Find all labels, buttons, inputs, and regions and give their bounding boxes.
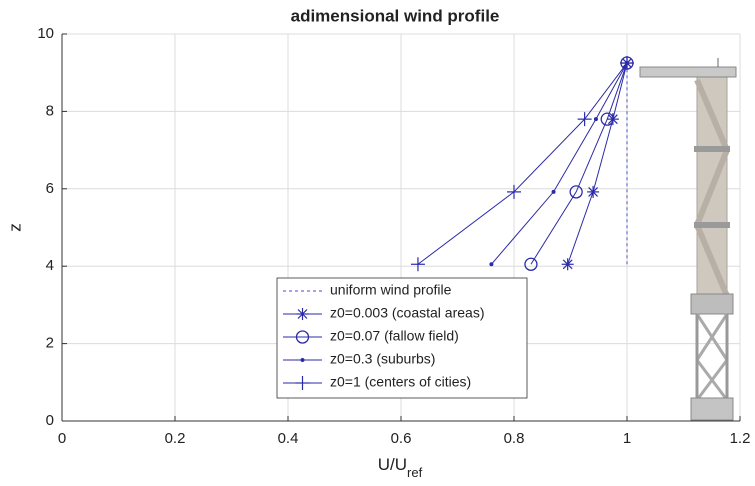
data-point — [593, 117, 598, 122]
data-point — [600, 112, 614, 126]
turbine-illustration — [639, 58, 737, 421]
x-axis-label: U/Uref — [378, 455, 423, 480]
data-point — [587, 185, 600, 198]
series-line — [491, 62, 628, 265]
y-axis-label: z — [5, 223, 24, 232]
marker-circle — [295, 330, 310, 344]
legend: uniform wind profile z0=0.003 (coastal ar… — [276, 277, 528, 399]
data-point — [551, 189, 556, 194]
marker-dot — [593, 117, 598, 122]
y-tick-label: 10 — [37, 25, 54, 42]
y-tick-label: 8 — [46, 102, 54, 119]
x-tick-label: 0.8 — [504, 430, 525, 447]
x-axis-label-subscript: ref — [407, 465, 423, 480]
series-line — [417, 62, 628, 265]
data-point — [489, 262, 494, 267]
data-point — [507, 184, 521, 199]
legend-label: z0=0.07 (fallow field) — [330, 328, 459, 344]
x-tick-label: 0.4 — [278, 430, 299, 447]
y-tick-label: 2 — [46, 335, 54, 352]
marker-dot — [489, 262, 494, 267]
marker-stroke — [562, 259, 573, 270]
chart-title: adimensional wind profile — [291, 6, 500, 25]
marker-dot — [551, 189, 556, 194]
series-line — [567, 62, 628, 265]
legend-label: z0=0.003 (coastal areas) — [330, 305, 484, 321]
x-tick-label: 0.6 — [391, 430, 412, 447]
legend-marker — [295, 330, 310, 344]
data-point — [569, 185, 583, 199]
x-tick-label: 1.2 — [730, 430, 751, 447]
data-point — [577, 112, 592, 127]
marker-circle — [569, 185, 583, 199]
data-point — [524, 257, 538, 271]
legend-label: uniform wind profile — [330, 282, 452, 298]
marker-dot — [300, 358, 305, 362]
series-line — [530, 62, 628, 265]
x-tick-label: 0.2 — [165, 430, 186, 447]
y-tick-label: 4 — [46, 257, 54, 274]
data-point — [620, 56, 634, 71]
marker-circle — [524, 257, 538, 271]
y-tick-label: 6 — [46, 180, 54, 197]
legend-marker — [296, 308, 309, 320]
marker-circle — [600, 112, 614, 126]
x-axis-label-main: U/U — [378, 455, 407, 474]
x-tick-label: 0 — [58, 430, 66, 447]
legend-label: z0=1 (centers of cities) — [330, 374, 471, 390]
x-tick-label: 1 — [623, 430, 631, 447]
data-point — [561, 258, 574, 271]
y-tick-label: 0 — [46, 412, 54, 429]
legend-box — [276, 277, 528, 399]
legend-marker — [295, 376, 310, 390]
data-point — [410, 257, 425, 272]
marker-stroke — [588, 186, 599, 197]
marker-stroke — [297, 309, 308, 319]
legend-marker — [300, 358, 305, 362]
legend-label: z0=0.3 (suburbs) — [330, 351, 435, 367]
